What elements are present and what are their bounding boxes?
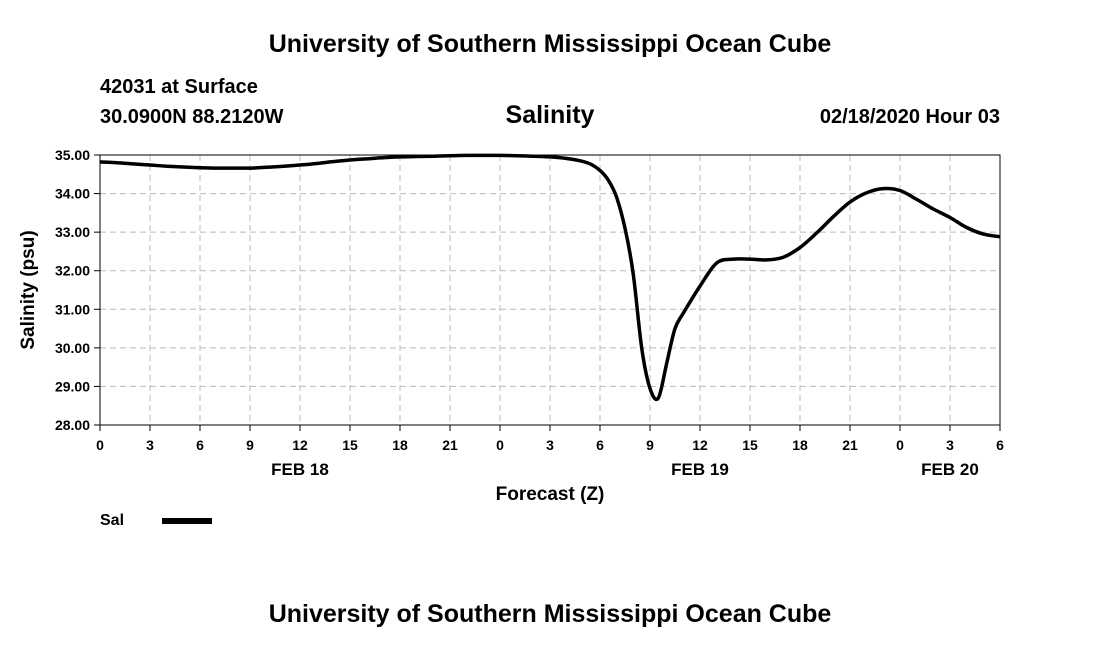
y-tick-label: 33.00 (55, 224, 90, 240)
y-axis-label: Salinity (psu) (18, 230, 39, 349)
x-tick-label: 6 (196, 437, 204, 453)
x-axis-label: Forecast (Z) (496, 484, 605, 505)
y-tick-label: 28.00 (55, 417, 90, 433)
page-title: University of Southern Mississippi Ocean… (268, 30, 832, 58)
x-tick-label: 0 (896, 437, 904, 453)
date-label: FEB 19 (671, 460, 729, 479)
x-tick-label: 21 (442, 437, 458, 453)
grid (100, 155, 1000, 425)
series-line-sal (99, 153, 1001, 402)
footer-title: University of Southern Mississippi Ocean… (268, 600, 832, 628)
y-tick-label: 34.00 (55, 186, 90, 202)
y-tick-label: 30.00 (55, 340, 90, 356)
x-tick-label: 18 (392, 437, 408, 453)
axis-ticks (94, 154, 1001, 431)
x-tick-label: 9 (646, 437, 654, 453)
location-label: 30.0900N 88.2120W (100, 106, 284, 128)
date-label: FEB 20 (921, 460, 979, 479)
date-label: FEB 18 (271, 460, 329, 479)
y-tick-label: 31.00 (55, 301, 90, 317)
timestamp-label: 02/18/2020 Hour 03 (819, 106, 1000, 128)
axis-labels: 0 3 6 9 12 15 18 21 0 3 6 9 12 15 18 21 0 3 6 28.00 29.00 30.… (55, 147, 1004, 479)
x-tick-label: 12 (292, 437, 308, 453)
x-tick-label: 12 (692, 437, 708, 453)
y-tick-label: 29.00 (55, 378, 90, 394)
station-label: 42031 at Surface (100, 76, 258, 98)
x-tick-label: 6 (596, 437, 604, 453)
x-tick-label: 3 (546, 437, 554, 453)
x-tick-label: 3 (146, 437, 154, 453)
x-tick-label: 21 (842, 437, 858, 453)
x-tick-label: 9 (246, 437, 254, 453)
x-tick-label: 6 (996, 437, 1004, 453)
x-tick-label: 0 (96, 437, 104, 453)
x-tick-label: 15 (742, 437, 758, 453)
y-tick-label: 32.00 (55, 263, 90, 279)
x-tick-label: 15 (342, 437, 358, 453)
chart-title: Salinity (505, 101, 595, 129)
y-tick-label: 35.00 (55, 147, 90, 163)
legend-label-sal: Sal (100, 512, 124, 529)
legend: Sal (100, 512, 212, 529)
x-tick-label: 0 (496, 437, 504, 453)
x-tick-label: 3 (946, 437, 954, 453)
x-tick-label: 18 (792, 437, 808, 453)
